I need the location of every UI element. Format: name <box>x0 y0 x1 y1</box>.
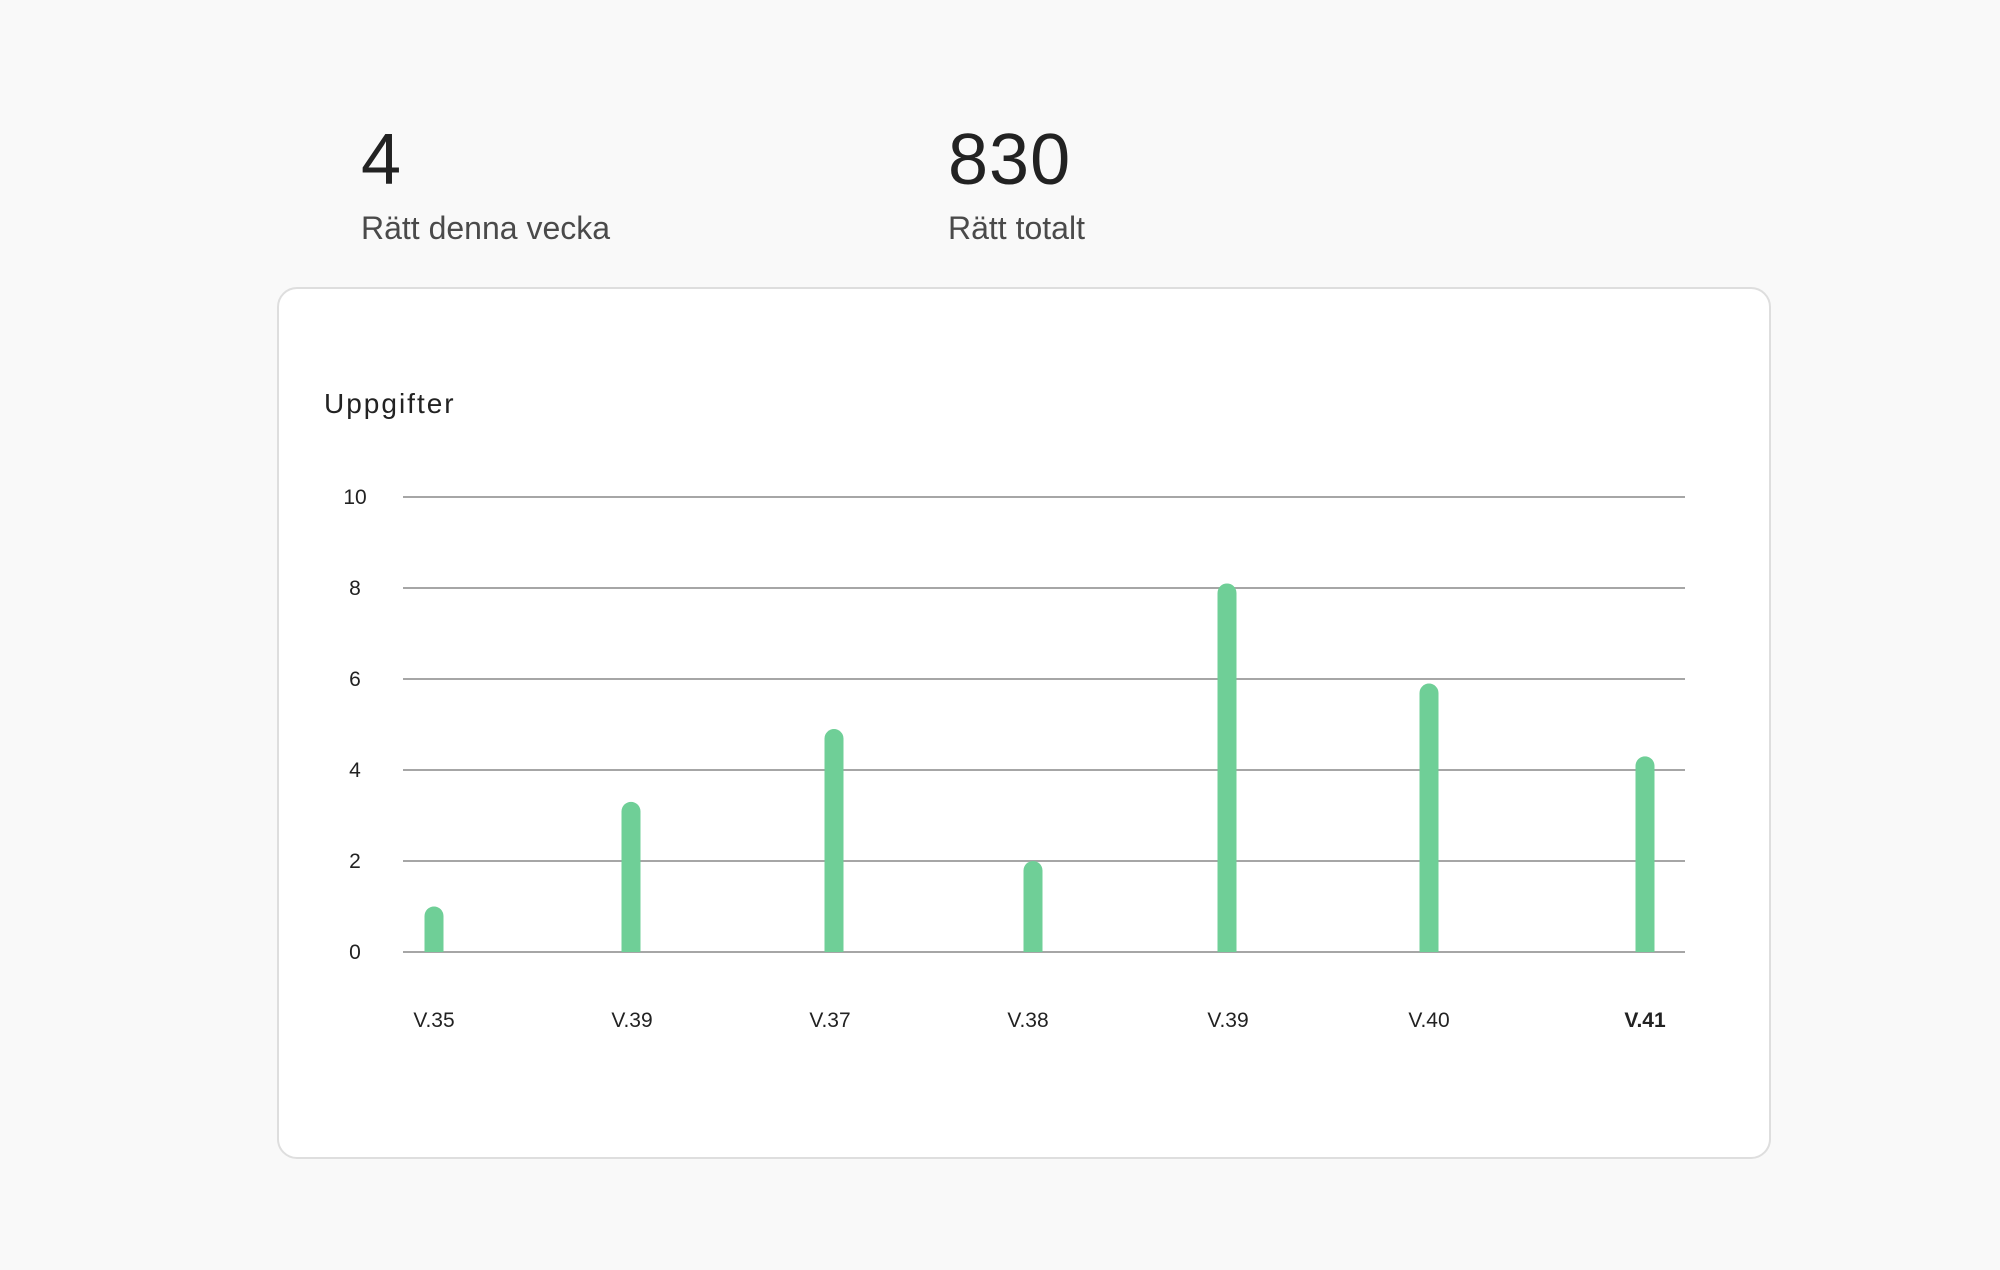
bar-v40-5[interactable] <box>1419 683 1439 952</box>
x-tick-label: V.37 <box>809 1009 850 1032</box>
y-tick-label: 8 <box>349 577 361 600</box>
x-tick-label: V.39 <box>611 1009 652 1032</box>
bar-chart: 0 2 4 6 8 10 V.35 V.39 V.37 V.38 V.39 V.40 V.41 <box>343 486 1685 1032</box>
bar-v39-4[interactable] <box>1217 583 1237 952</box>
y-tick-label: 4 <box>349 759 361 782</box>
bar-v35-0[interactable] <box>424 906 444 953</box>
x-tick-label: V.40 <box>1408 1009 1449 1032</box>
stat-total-label: Rätt totalt <box>948 210 1085 246</box>
bar-v38-3[interactable] <box>1023 861 1043 952</box>
bar-v39-1[interactable] <box>621 801 641 952</box>
x-tick-label: V.38 <box>1007 1009 1048 1032</box>
x-tick-label: V.39 <box>1207 1009 1248 1032</box>
stat-week-label: Rätt denna vecka <box>361 210 611 246</box>
y-tick-label: 10 <box>343 486 366 509</box>
stat-week-value: 4 <box>361 120 403 200</box>
stat-total-value: 830 <box>948 120 1072 200</box>
stat-correct-total: 830 Rätt totalt <box>948 118 1085 248</box>
stat-correct-this-week: 4 Rätt denna vecka <box>361 118 610 248</box>
bar-v41-6[interactable] <box>1635 756 1655 952</box>
chart-card <box>277 287 1771 1159</box>
y-tick-label: 0 <box>349 941 361 964</box>
x-tick-label: V.35 <box>413 1009 454 1032</box>
bar-v37-2[interactable] <box>824 729 844 952</box>
y-tick-label: 2 <box>349 850 361 873</box>
y-tick-label: 6 <box>349 668 361 691</box>
chart-title: Uppgifter <box>324 388 456 419</box>
x-tick-label: V.41 <box>1624 1009 1666 1032</box>
